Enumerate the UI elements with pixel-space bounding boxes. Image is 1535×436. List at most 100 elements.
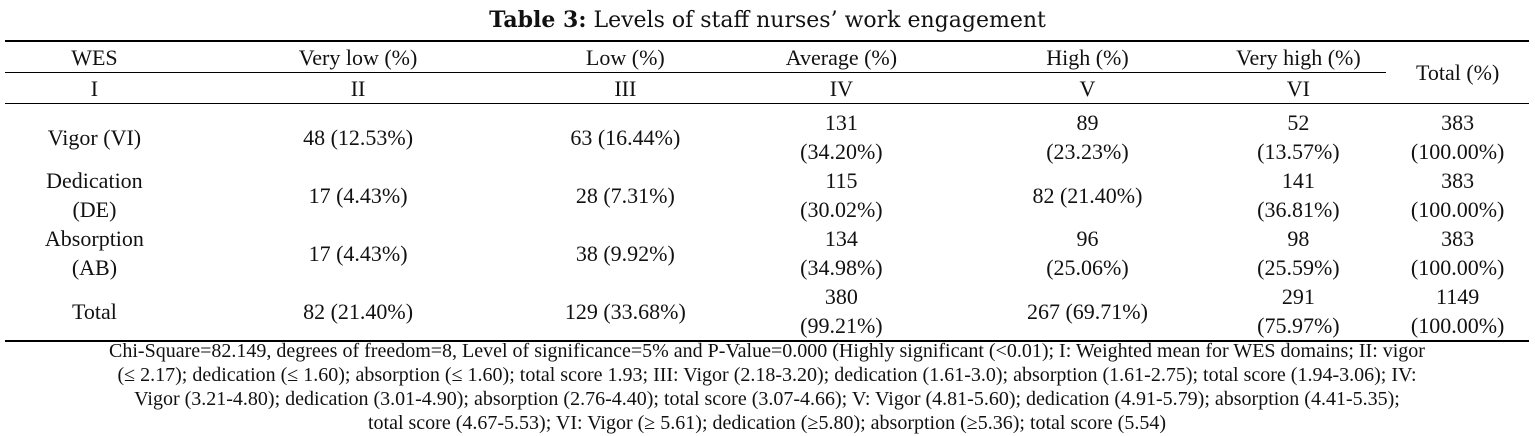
work-engagement-table: WES Very low (%) Low (%) Average (%) Hig… <box>5 40 1529 342</box>
roman-cell: III <box>532 72 719 104</box>
table-cell: 17 (4.43%) <box>184 166 532 224</box>
cell-line: 1149 <box>1436 284 1480 309</box>
table-cell: 38 (9.92%) <box>532 224 718 282</box>
cell-line: (34.20%) <box>800 139 883 164</box>
cell-line: (23.23%) <box>1046 139 1129 164</box>
footnote-line: (≤ 2.17); dedication (≤ 1.60); absorptio… <box>117 364 1417 386</box>
table-row: Dedication (DE) 17 (4.43%) 28 (7.31%) 115 (30… <box>5 166 1529 224</box>
cell-line: 48 (12.53%) <box>303 124 414 150</box>
row-label: Vigor (VI) <box>5 104 184 167</box>
table-cell: 141 (36.81%) <box>1211 166 1387 224</box>
table-cell: 131 (34.20%) <box>718 104 964 167</box>
cell-line: 82 (21.40%) <box>303 298 414 324</box>
cell-line: (25.06%) <box>1046 255 1129 280</box>
cell-line: 96 <box>1076 226 1099 251</box>
roman-cell: II <box>183 72 533 104</box>
table-cell: 82 (21.40%) <box>964 166 1210 224</box>
table-cell: 82 (21.40%) <box>183 282 533 342</box>
cell-line: (100.00%) <box>1410 139 1505 164</box>
header-cell-average: Average (%) <box>718 40 965 73</box>
header-cell-very-low: Very low (%) <box>183 40 533 73</box>
cell-line: 383 <box>1441 168 1475 193</box>
header-cell-wes: WES <box>5 40 184 73</box>
table-body: Vigor (VI) 48 (12.53%) 63 (16.44%) 131 (34.2… <box>5 104 1529 342</box>
cell-line: (25.59%) <box>1257 255 1340 280</box>
row-label-line: (DE) <box>72 197 117 222</box>
roman-cell: IV <box>718 72 965 104</box>
table-cell: 63 (16.44%) <box>532 104 718 167</box>
cell-line: 17 (4.43%) <box>308 182 408 208</box>
table-row: Absorption (AB) 17 (4.43%) 38 (9.92%) 134 (34… <box>5 224 1529 282</box>
header-cell-high: High (%) <box>964 40 1211 73</box>
table-caption: Table 3: Levels of staff nurses’ work en… <box>0 4 1535 37</box>
cell-line: (13.57%) <box>1257 139 1340 164</box>
cell-line: 17 (4.43%) <box>308 240 408 266</box>
table-cell: 28 (7.31%) <box>532 166 718 224</box>
row-label-line: Dedication <box>46 168 143 193</box>
cell-line: (100.00%) <box>1410 255 1505 280</box>
roman-cell: I <box>5 72 184 104</box>
header-roman-row: I II III IV V VI <box>5 72 1529 104</box>
caption-label: Table 3: <box>489 7 587 33</box>
cell-line: (99.21%) <box>800 313 883 338</box>
cell-line: 89 <box>1076 110 1099 135</box>
roman-cell: V <box>964 72 1211 104</box>
footnote-line: total score (4.67-5.53); VI: Vigor (≥ 5.… <box>367 412 1167 434</box>
cell-line: 38 (9.92%) <box>575 240 675 266</box>
table-cell: 383 (100.00%) <box>1386 224 1529 282</box>
cell-line: 52 <box>1287 110 1310 135</box>
row-label-line: Total <box>71 298 117 324</box>
row-label: Dedication (DE) <box>5 166 184 224</box>
table-row: Total 82 (21.40%) 129 (33.68%) 380 (99.21%) 2… <box>5 282 1529 342</box>
table-cell: 89 (23.23%) <box>964 104 1210 167</box>
table-cell: 96 (25.06%) <box>964 224 1210 282</box>
cell-line: 129 (33.68%) <box>564 298 686 324</box>
cell-line: 98 <box>1287 226 1310 251</box>
cell-line: 380 <box>824 284 858 309</box>
cell-line: 141 <box>1281 168 1315 193</box>
roman-cell: VI <box>1210 72 1387 104</box>
cell-line: 131 <box>824 110 858 135</box>
row-label-line: Absorption <box>44 226 144 251</box>
table-cell: 1149 (100.00%) <box>1386 282 1529 342</box>
table-footnote: Chi-Square=82.149, degrees of freedom=8,… <box>5 339 1529 435</box>
table-cell: 52 (13.57%) <box>1211 104 1387 167</box>
footnote-line: Vigor (3.21-4.80); dedication (3.01-4.90… <box>134 388 1400 410</box>
cell-line: 291 <box>1281 284 1315 309</box>
table-cell: 267 (69.71%) <box>964 282 1211 342</box>
header-cell-low: Low (%) <box>532 40 719 73</box>
cell-line: 115 <box>825 168 858 193</box>
row-label-line: (AB) <box>71 255 118 280</box>
cell-line: (30.02%) <box>800 197 883 222</box>
table-cell: 134 (34.98%) <box>718 224 964 282</box>
caption-text: Levels of staff nurses’ work engagement <box>586 8 1046 33</box>
cell-line: 28 (7.31%) <box>575 182 675 208</box>
row-label: Total <box>5 282 184 342</box>
table-cell: 17 (4.43%) <box>184 224 532 282</box>
header-cell-total: Total (%) <box>1386 40 1529 104</box>
table-cell: 129 (33.68%) <box>532 282 719 342</box>
cell-line: (100.00%) <box>1410 197 1505 222</box>
header-cell-very-high: Very high (%) <box>1210 40 1387 73</box>
table-cell: 48 (12.53%) <box>184 104 532 167</box>
row-label: Absorption (AB) <box>5 224 184 282</box>
footnote-line: Chi-Square=82.149, degrees of freedom=8,… <box>109 340 1425 362</box>
table-cell: 383 (100.00%) <box>1386 166 1529 224</box>
row-label-line: Vigor (VI) <box>47 124 142 150</box>
cell-line: 267 (69.71%) <box>1026 298 1148 324</box>
cell-line: (75.97%) <box>1257 313 1340 338</box>
table-cell: 291 (75.97%) <box>1210 282 1387 342</box>
cell-line: (34.98%) <box>800 255 883 280</box>
cell-line: 383 <box>1441 226 1475 251</box>
table-cell: 380 (99.21%) <box>718 282 965 342</box>
cell-line: 134 <box>824 226 858 251</box>
header-row: WES Very low (%) Low (%) Average (%) Hig… <box>5 40 1529 104</box>
cell-line: 63 (16.44%) <box>570 124 681 150</box>
table-cell: 383 (100.00%) <box>1386 104 1529 167</box>
table-cell: 98 (25.59%) <box>1211 224 1387 282</box>
table-row: Vigor (VI) 48 (12.53%) 63 (16.44%) 131 (34.2… <box>5 104 1529 167</box>
table-cell: 115 (30.02%) <box>718 166 964 224</box>
cell-line: 383 <box>1441 110 1475 135</box>
cell-line: (100.00%) <box>1410 313 1505 338</box>
cell-line: 82 (21.40%) <box>1032 182 1143 208</box>
